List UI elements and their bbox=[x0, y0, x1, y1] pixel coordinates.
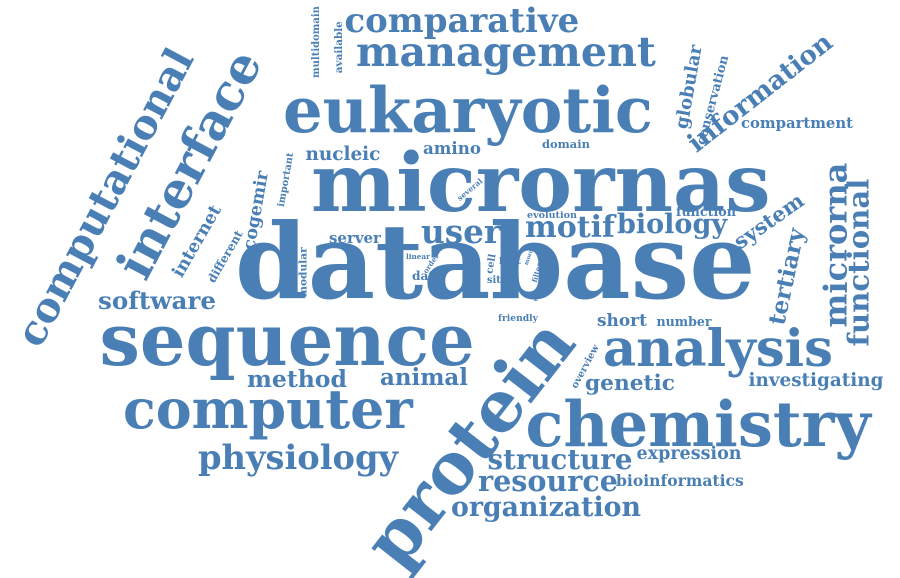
word-chemistry: chemistry bbox=[525, 387, 871, 461]
word-available: available bbox=[332, 21, 345, 73]
word-micrornas: micrornas bbox=[311, 134, 771, 230]
word-database: database bbox=[235, 200, 756, 323]
word-genetic: genetic bbox=[585, 371, 675, 397]
word-amino: amino bbox=[423, 137, 481, 158]
word-function: function bbox=[676, 203, 736, 219]
word-multidomain: multidomain bbox=[310, 6, 322, 78]
word-resource: resource bbox=[478, 463, 618, 498]
word-host: host bbox=[499, 256, 521, 268]
word-structure: structure bbox=[487, 443, 633, 477]
word-eukaryotic: eukaryotic bbox=[283, 72, 653, 147]
word-data: data bbox=[412, 268, 442, 283]
word-site: site bbox=[487, 275, 507, 287]
word-organization: organization bbox=[451, 491, 641, 523]
word-analysis: analysis bbox=[603, 319, 833, 380]
word-evolution: evolution bbox=[527, 210, 577, 222]
word-bioinformatics: bioinformatics bbox=[616, 471, 744, 491]
word-animal: animal bbox=[380, 363, 468, 391]
word-server: server bbox=[329, 228, 381, 247]
word-expression: expression bbox=[636, 444, 742, 465]
word-sequence: sequence bbox=[99, 298, 475, 383]
word-motif: motif bbox=[525, 210, 615, 245]
word-software: software bbox=[98, 285, 217, 315]
word-computer: computer bbox=[123, 377, 413, 442]
word-biology: biology bbox=[617, 209, 728, 241]
word-tertiary: tertiary bbox=[763, 226, 811, 328]
word-management: management bbox=[356, 27, 656, 77]
word-physiology: physiology bbox=[198, 437, 399, 478]
word-domain: domain bbox=[542, 137, 590, 152]
word-method: method bbox=[247, 365, 347, 394]
word-compartment: compartment bbox=[741, 114, 854, 132]
word-modular: modular bbox=[296, 247, 310, 297]
word-comparative: comparative bbox=[344, 1, 580, 42]
word-friendly: friendly bbox=[498, 313, 538, 325]
word-linear: linear bbox=[406, 252, 430, 262]
word-functional: functional bbox=[841, 179, 876, 347]
word-short: short bbox=[597, 309, 647, 330]
word-investigating: investigating bbox=[748, 369, 884, 391]
word-number: number bbox=[656, 313, 712, 329]
word-nucleic: nucleic bbox=[305, 143, 381, 165]
word-user: user bbox=[421, 211, 502, 251]
